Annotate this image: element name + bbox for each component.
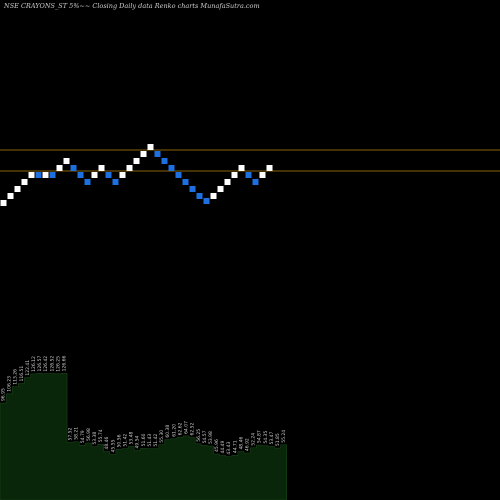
volume-label: 51.60: [141, 433, 147, 446]
volume-fill: [0, 373, 287, 500]
volume-label: 44.71: [232, 440, 238, 453]
renko-brick-down: [77, 172, 84, 178]
renko-brick-down: [252, 179, 259, 185]
renko-brick-up: [21, 179, 28, 185]
volume-label: 56.25: [196, 429, 202, 442]
renko-brick-up: [259, 172, 266, 178]
volume-label: 50.56: [116, 434, 122, 447]
renko-brick-up: [119, 172, 126, 178]
volume-label: 106.23: [7, 376, 13, 392]
renko-brick-down: [105, 172, 112, 178]
renko-brick-up: [231, 172, 238, 178]
volume-label: 126.25: [55, 356, 61, 372]
renko-brick-down: [70, 165, 77, 171]
volume-label: 51.42: [153, 434, 159, 447]
renko-brick-up: [133, 158, 140, 164]
renko-brick-up: [91, 172, 98, 178]
renko-brick-up: [63, 158, 70, 164]
volume-label: 58.21: [74, 427, 80, 440]
volume-label: 54.35: [263, 431, 269, 444]
volume-label: 51.42: [123, 434, 129, 447]
renko-brick-up: [126, 165, 133, 171]
volume-label: 54.79: [80, 430, 86, 443]
renko-brick-down: [168, 165, 175, 171]
volume-label: 57.52: [68, 427, 74, 440]
volume-label: 51.85: [275, 433, 281, 446]
volume-label: 126.57: [37, 356, 43, 372]
renko-brick-up: [147, 144, 154, 150]
renko-brick-down: [35, 172, 42, 178]
volume-label: 45.55: [110, 439, 116, 452]
volume-label: 64.07: [184, 421, 190, 434]
renko-brick-up: [217, 186, 224, 192]
volume-label: 126.66: [62, 355, 68, 371]
renko-brick-up: [0, 200, 7, 206]
volume-label: 53.98: [208, 431, 214, 444]
volume-label: 52.24: [251, 433, 257, 446]
volume-label: 53.47: [269, 432, 275, 445]
renko-brick-down: [112, 179, 119, 185]
volume-label: 56.98: [86, 428, 92, 441]
volume-label: 43.43: [226, 442, 232, 455]
renko-brick-up: [140, 151, 147, 157]
volume-label: 62.52: [190, 422, 196, 435]
volume-label: 126.42: [43, 356, 49, 372]
volume-label: 49.54: [135, 435, 141, 448]
renko-brick-up: [7, 193, 14, 199]
renko-brick-down: [182, 179, 189, 185]
reference-lines: [0, 149, 500, 172]
renko-brick-down: [49, 172, 56, 178]
renko-brick-up: [28, 172, 35, 178]
renko-brick-up: [224, 179, 231, 185]
volume-label: 48.46: [104, 437, 110, 450]
volume-label: 45.96: [214, 439, 220, 452]
renko-bricks: [0, 144, 273, 206]
volume-label: 126.12: [31, 356, 37, 372]
renko-brick-up: [238, 165, 245, 171]
renko-brick-down: [203, 198, 210, 204]
renko-brick-up: [14, 186, 21, 192]
renko-brick-up: [56, 165, 63, 171]
volume-label: 53.38: [92, 432, 98, 445]
renko-brick-down: [154, 151, 161, 157]
renko-brick-down: [189, 186, 196, 192]
volume-label: 55.24: [281, 430, 287, 443]
renko-brick-down: [84, 179, 91, 185]
renko-brick-up: [210, 193, 217, 199]
volume-label: 61.20: [171, 424, 177, 437]
renko-brick-down: [245, 172, 252, 178]
volume-label: 51.43: [147, 434, 153, 447]
volume-label: 122.41: [25, 360, 31, 376]
renko-brick-up: [98, 165, 105, 171]
renko-brick-down: [161, 158, 168, 164]
volume-label: 55.30: [159, 430, 165, 443]
renko-brick-up: [42, 172, 49, 178]
volume-label: 60.38: [165, 425, 171, 438]
chart-title: NSE CRAYONS_ST 5%~~ Closing Daily data R…: [4, 2, 260, 10]
volume-label: 48.46: [238, 437, 244, 450]
volume-area: [0, 373, 287, 500]
volume-label: 44.49: [220, 440, 226, 453]
volume-label: 55.74: [98, 429, 104, 442]
volume-label: 54.57: [202, 430, 208, 443]
volume-label: 54.87: [257, 430, 263, 443]
volume-label: 96.95: [1, 388, 7, 401]
volume-label: 46.92: [245, 438, 251, 451]
renko-brick-down: [175, 172, 182, 178]
volume-label: 53.48: [129, 432, 135, 445]
volume-label: 62.62: [177, 422, 183, 435]
volume-label: 126.52: [49, 356, 55, 372]
volume-label: 113.26: [13, 369, 19, 385]
volume-label: 116.51: [19, 366, 25, 382]
renko-brick-up: [266, 165, 273, 171]
renko-brick-down: [196, 193, 203, 199]
